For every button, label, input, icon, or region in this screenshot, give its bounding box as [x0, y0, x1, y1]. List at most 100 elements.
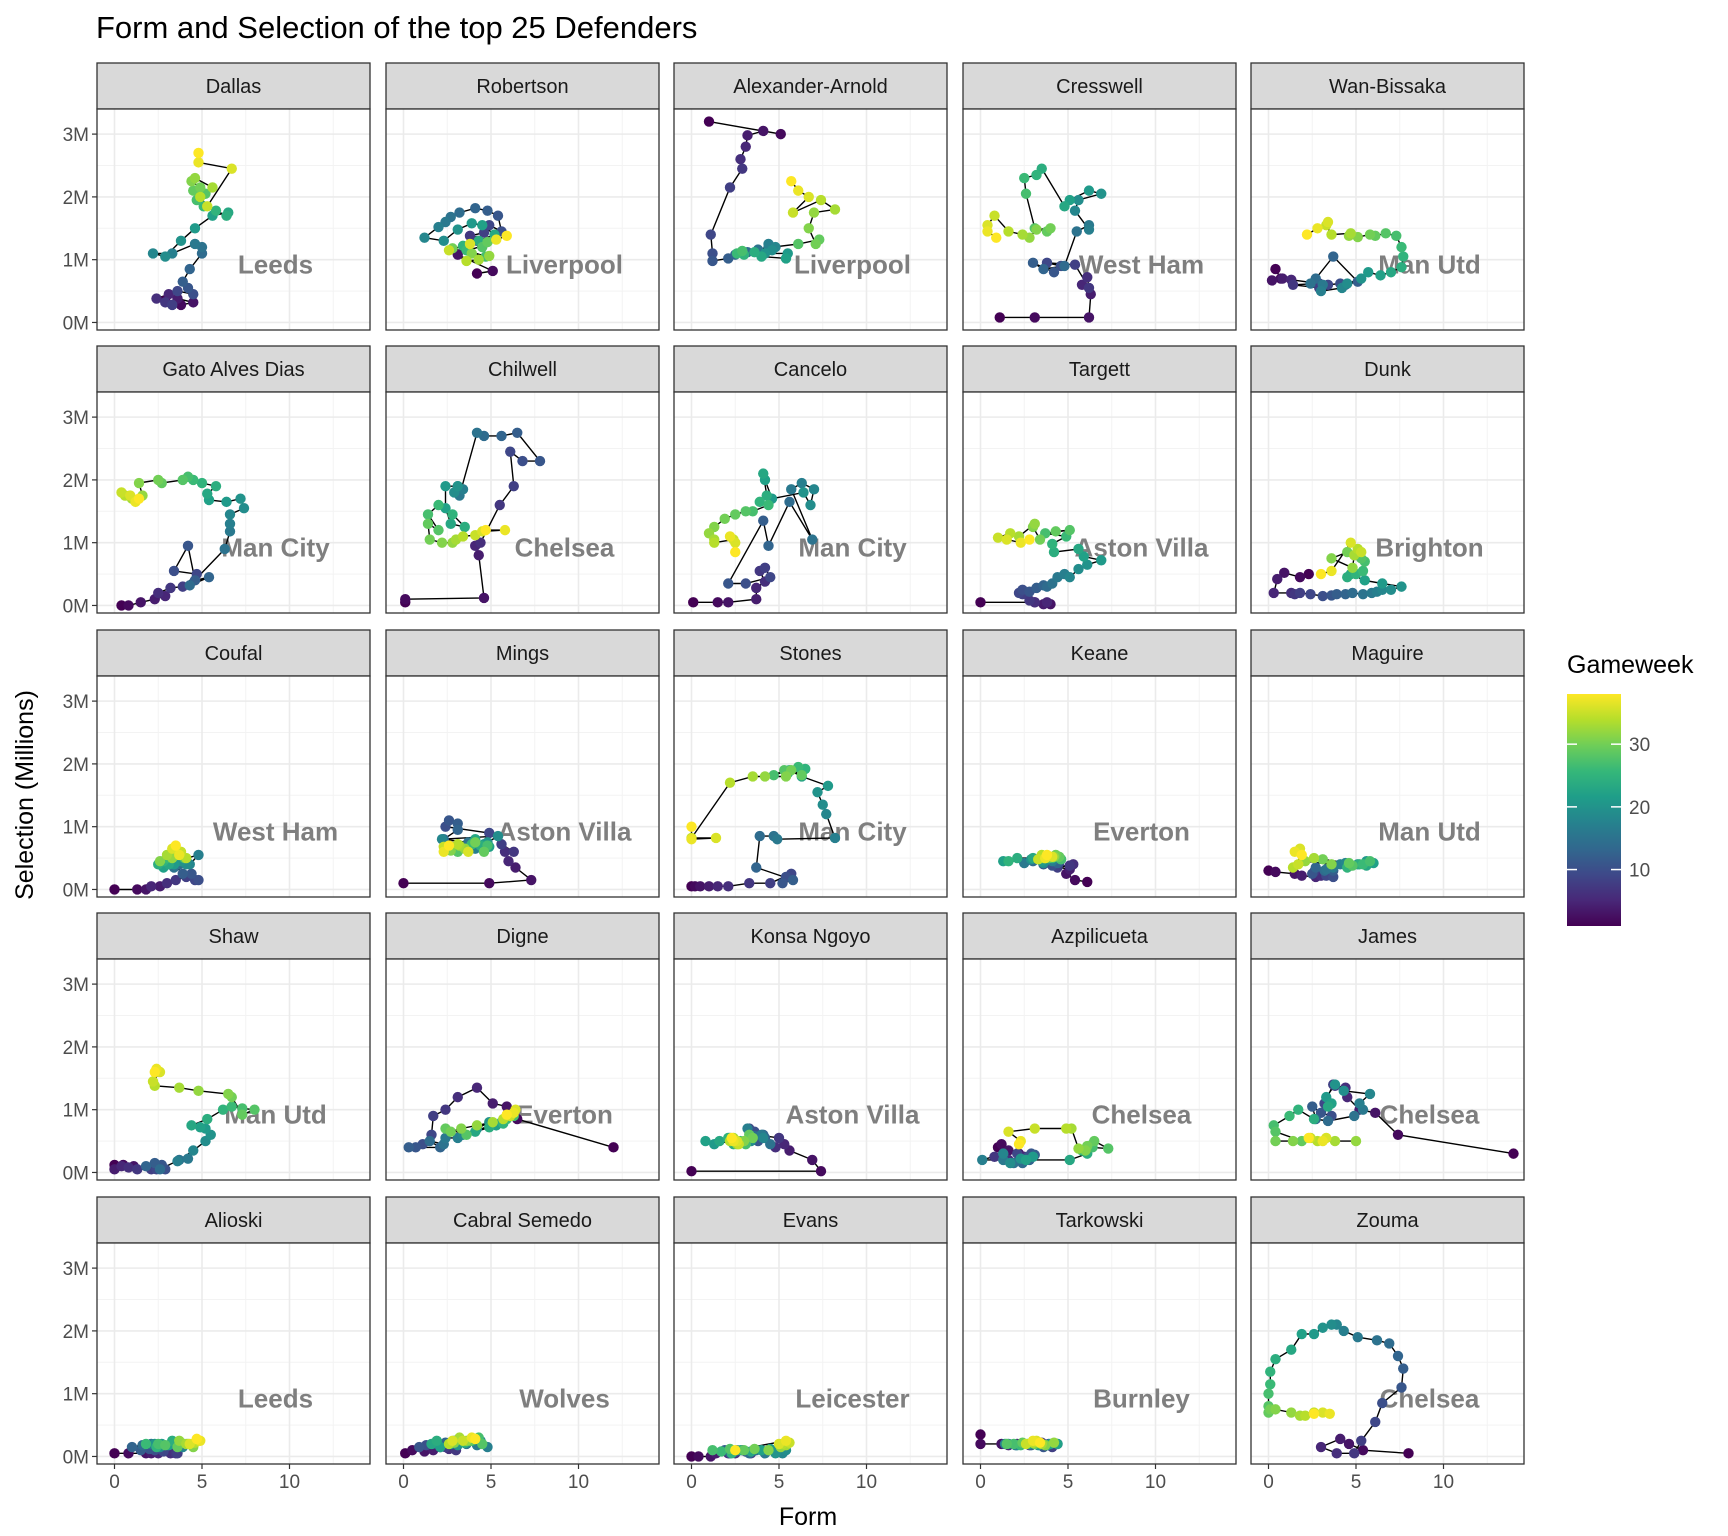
team-label: Chelsea: [1380, 1383, 1480, 1413]
team-label: Man Utd: [1378, 816, 1481, 846]
data-point: [1356, 1435, 1367, 1446]
data-point: [482, 205, 493, 216]
data-point: [174, 849, 185, 861]
data-point: [1050, 526, 1061, 537]
data-point: [452, 224, 463, 235]
data-point: [470, 202, 481, 214]
data-point: [1317, 854, 1328, 865]
panel-border: [673, 675, 948, 898]
data-point: [821, 808, 832, 820]
data-point: [1003, 1126, 1014, 1137]
y-tick-label: 2M: [63, 1322, 89, 1343]
legend: Gameweek 10 20 30: [1567, 651, 1694, 926]
data-point: [751, 862, 762, 873]
data-point: [457, 531, 469, 542]
data-point: [400, 593, 411, 605]
data-point: [1356, 546, 1367, 558]
data-point: [758, 1132, 769, 1144]
x-axis-title: Form: [779, 1503, 837, 1531]
data-point: [754, 830, 765, 842]
data-point: [1305, 278, 1316, 289]
data-point: [424, 1135, 435, 1147]
panel-border: [385, 108, 660, 331]
data-point: [803, 223, 814, 234]
panel-chilwell: Chilwell Chelsea: [385, 345, 660, 614]
x-tick-label: 0: [398, 1472, 409, 1493]
data-point: [447, 1435, 458, 1446]
data-point: [1268, 587, 1279, 599]
facet-strip: [962, 1196, 1237, 1244]
data-point: [452, 839, 463, 850]
data-point: [1286, 1407, 1297, 1418]
data-point: [742, 130, 753, 141]
data-point: [193, 147, 204, 159]
data-point: [808, 484, 820, 495]
panel-border: [962, 108, 1237, 331]
data-point: [440, 1104, 451, 1115]
panel-zouma: Zouma Chelsea 0 5 10: [1250, 1196, 1525, 1493]
data-point: [1073, 543, 1084, 555]
data-point: [1303, 1132, 1314, 1144]
data-point: [1038, 263, 1049, 275]
data-point: [705, 229, 716, 240]
y-tick-label: 3M: [63, 408, 89, 429]
data-point: [463, 846, 474, 857]
panel-alioski: Alioski Leeds 0M 1M 2M 3M 0 5 10: [63, 1196, 371, 1493]
panel-border: [1250, 675, 1525, 898]
data-point: [464, 238, 476, 250]
data-point: [1326, 1319, 1337, 1330]
data-point: [193, 1085, 204, 1097]
y-tick-label: 0M: [63, 313, 89, 334]
data-point: [1012, 852, 1023, 864]
data-point: [707, 248, 718, 259]
y-tick-label: 0M: [63, 596, 89, 617]
panel-border: [385, 1242, 660, 1465]
data-point: [686, 821, 697, 832]
legend-tick-label: 10: [1629, 861, 1650, 882]
data-point: [193, 157, 204, 168]
data-point: [1073, 563, 1084, 575]
data-point: [1377, 578, 1388, 589]
plot-background: [674, 1243, 947, 1464]
data-point: [700, 1135, 711, 1147]
team-label: West Ham: [1079, 249, 1204, 279]
data-point: [221, 496, 232, 508]
data-point: [207, 182, 218, 193]
data-point: [758, 125, 769, 137]
panel-maguire: Maguire Man Utd: [1250, 629, 1525, 898]
data-point: [471, 268, 483, 279]
facet-label: Alioski: [205, 1210, 263, 1232]
data-point: [796, 769, 807, 781]
facet-strip: [385, 345, 660, 393]
panel-border: [385, 391, 660, 614]
data-point: [749, 1443, 760, 1455]
data-point: [1329, 1079, 1341, 1090]
data-point: [1064, 860, 1075, 871]
facet-label: James: [1358, 926, 1417, 948]
data-point: [1279, 567, 1290, 579]
data-point: [1293, 1104, 1304, 1115]
data-point: [793, 238, 804, 250]
team-label: Burnley: [1093, 1383, 1190, 1413]
data-point: [217, 1104, 229, 1115]
data-point: [1310, 862, 1321, 873]
plot-background: [963, 109, 1236, 330]
data-point: [1048, 546, 1060, 558]
data-point: [1315, 285, 1327, 297]
data-point: [149, 1066, 160, 1078]
y-tick-label: 3M: [63, 975, 89, 996]
data-point: [147, 1076, 159, 1087]
data-point: [1083, 312, 1095, 323]
data-point: [470, 837, 481, 848]
data-point: [1265, 1379, 1276, 1390]
data-point: [1347, 562, 1358, 573]
data-point: [1326, 565, 1337, 577]
panel-evans: Evans Leicester 0 5 10: [673, 1196, 948, 1493]
data-point: [737, 245, 748, 257]
data-point: [501, 1109, 512, 1120]
facet-label: Alexander-Arnold: [733, 76, 888, 98]
facet-label: Tarkowski: [1056, 1210, 1144, 1232]
data-point: [517, 455, 528, 467]
